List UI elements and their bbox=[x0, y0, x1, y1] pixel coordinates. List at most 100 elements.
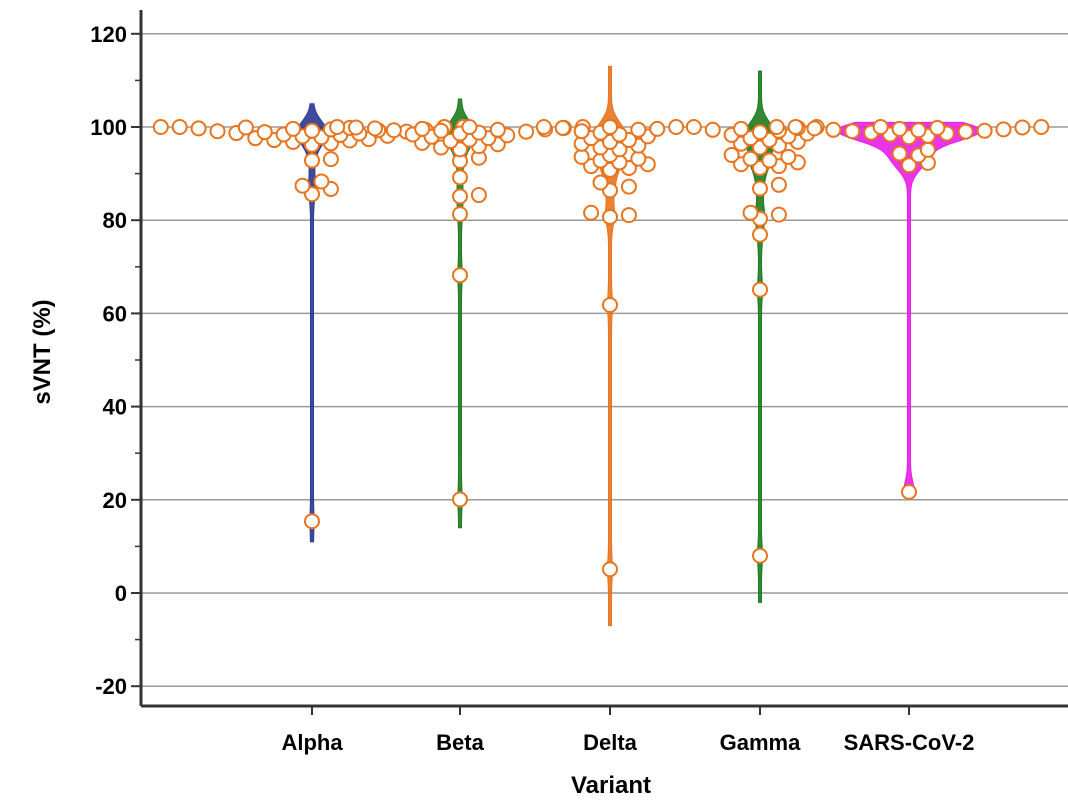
data-point bbox=[554, 119, 571, 136]
violin-shape bbox=[443, 98, 477, 529]
data-point bbox=[825, 121, 842, 138]
data-point bbox=[668, 119, 685, 135]
data-point bbox=[761, 152, 778, 169]
data-point bbox=[752, 547, 768, 564]
data-point bbox=[685, 119, 702, 135]
data-point bbox=[433, 122, 450, 139]
data-point bbox=[1033, 119, 1050, 135]
y-tick-label: 120 bbox=[90, 22, 127, 47]
violins bbox=[295, 65, 982, 627]
x-tick-label: Beta bbox=[436, 730, 484, 755]
data-point bbox=[806, 120, 823, 137]
data-point bbox=[630, 121, 647, 138]
data-point bbox=[171, 119, 188, 135]
data-point bbox=[366, 120, 383, 137]
data-point bbox=[957, 123, 974, 140]
y-tick-label: 60 bbox=[103, 301, 127, 326]
data-point bbox=[285, 120, 302, 137]
data-point bbox=[573, 148, 590, 165]
data-point bbox=[452, 206, 468, 223]
data-point bbox=[901, 157, 917, 174]
data-point bbox=[649, 120, 666, 137]
y-tick-label: 80 bbox=[103, 208, 127, 233]
data-point bbox=[452, 267, 468, 284]
data-point bbox=[470, 187, 487, 204]
data-point bbox=[770, 206, 787, 223]
data-point bbox=[752, 124, 768, 141]
data-point bbox=[304, 122, 320, 139]
x-tick-label: Gamma bbox=[720, 730, 801, 755]
data-point bbox=[929, 119, 946, 136]
violin-shape bbox=[836, 121, 982, 491]
data-point bbox=[461, 119, 478, 135]
data-points bbox=[152, 119, 1050, 578]
violin-shape bbox=[593, 65, 627, 627]
y-tick-label: 100 bbox=[90, 115, 127, 140]
data-point bbox=[602, 208, 618, 225]
data-point bbox=[602, 119, 618, 135]
x-tick-label: Alpha bbox=[281, 730, 343, 755]
data-point bbox=[742, 204, 759, 221]
data-point bbox=[1014, 119, 1031, 136]
data-point bbox=[752, 180, 768, 197]
data-point bbox=[723, 146, 740, 163]
data-point bbox=[704, 121, 721, 138]
data-point bbox=[313, 173, 330, 190]
data-point bbox=[995, 121, 1012, 138]
data-point bbox=[452, 491, 468, 508]
data-point bbox=[630, 150, 647, 167]
data-point bbox=[602, 297, 618, 314]
data-point bbox=[535, 119, 552, 135]
data-point bbox=[901, 483, 917, 500]
data-point bbox=[329, 119, 346, 135]
data-point bbox=[733, 120, 750, 137]
data-point bbox=[385, 122, 402, 139]
data-point bbox=[452, 169, 468, 186]
data-point bbox=[294, 177, 311, 194]
data-point bbox=[742, 150, 759, 167]
data-point bbox=[620, 178, 637, 195]
violin-shape bbox=[743, 70, 777, 603]
violin-shape bbox=[295, 103, 329, 543]
data-point bbox=[152, 119, 169, 135]
data-point bbox=[518, 123, 535, 140]
x-axis-label: Variant bbox=[571, 772, 651, 799]
y-tick-label: 0 bbox=[115, 581, 127, 606]
data-point bbox=[304, 152, 320, 169]
data-point bbox=[844, 123, 861, 140]
data-point bbox=[256, 124, 273, 141]
data-point bbox=[872, 119, 889, 135]
y-tick-label: 20 bbox=[103, 488, 127, 513]
data-point bbox=[583, 204, 600, 221]
y-axis-label: sVNT (%) bbox=[29, 299, 56, 404]
data-point bbox=[752, 226, 768, 243]
data-point bbox=[780, 148, 797, 165]
data-point bbox=[237, 119, 254, 136]
data-point bbox=[620, 207, 637, 224]
x-tick-label: Delta bbox=[583, 730, 638, 755]
data-point bbox=[414, 120, 431, 137]
data-point bbox=[209, 123, 226, 140]
data-point bbox=[976, 122, 993, 139]
data-point bbox=[322, 151, 339, 168]
axes: -20 0 20 40 60 80 100 120 Alpha Beta Delta Gamma SAR… bbox=[90, 10, 1068, 755]
data-point bbox=[891, 145, 908, 162]
data-point bbox=[910, 122, 927, 139]
data-point bbox=[304, 513, 320, 530]
data-point bbox=[190, 120, 207, 137]
data-point bbox=[452, 188, 468, 205]
data-point bbox=[752, 281, 768, 298]
data-point bbox=[787, 119, 804, 135]
data-point bbox=[891, 120, 908, 137]
data-point bbox=[770, 176, 787, 193]
y-tick-label: -20 bbox=[95, 674, 127, 699]
data-point bbox=[768, 119, 785, 135]
data-point bbox=[919, 141, 936, 158]
x-tick-label: SARS-CoV-2 bbox=[844, 730, 975, 755]
y-tick-label: 40 bbox=[103, 395, 127, 420]
data-point bbox=[489, 121, 506, 138]
data-point bbox=[592, 174, 609, 191]
data-point bbox=[573, 123, 590, 140]
